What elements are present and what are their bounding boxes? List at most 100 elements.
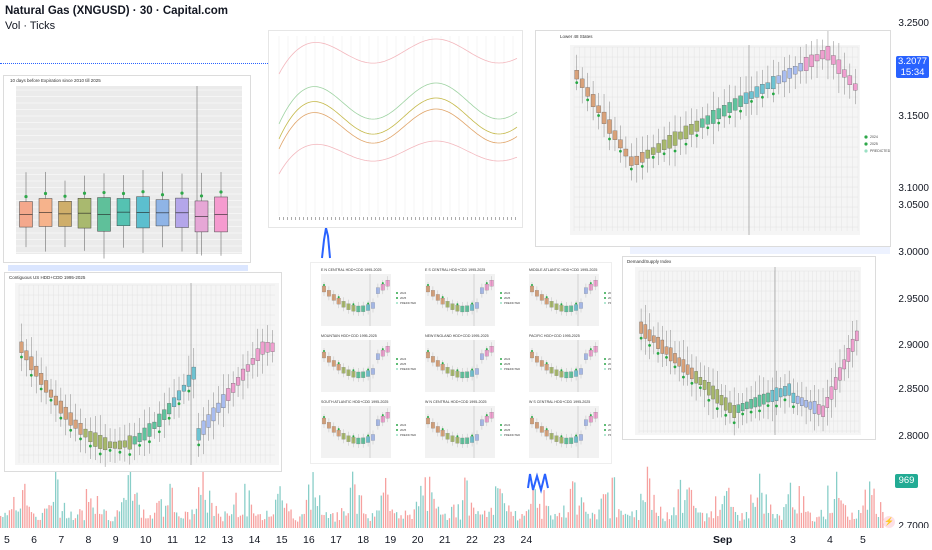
volume-indicator-label[interactable]: Vol · Ticks (5, 20, 56, 32)
legend-label: 2024 (504, 357, 511, 361)
volume-bar (35, 516, 37, 528)
volume-bar (818, 516, 820, 528)
volume-bar (838, 497, 840, 528)
volume-bar (686, 489, 688, 528)
volume-bar (649, 478, 651, 528)
tick (487, 217, 488, 220)
time-label: 24 (520, 534, 533, 546)
volume-bar (512, 515, 514, 528)
time-label: Sep (713, 534, 733, 546)
legend-label: 2025 (504, 428, 511, 432)
volume-bar (127, 475, 129, 528)
volume-bar (448, 518, 451, 528)
time-axis[interactable]: 5678910111213141516171819202122232425262… (0, 528, 932, 550)
volume-bar (272, 514, 275, 528)
point (219, 190, 223, 194)
volume-bar (360, 495, 363, 528)
volume-bar (545, 505, 547, 528)
volume-bar (13, 496, 15, 528)
volume-bar (407, 515, 409, 528)
tick (287, 217, 288, 220)
tick (407, 217, 408, 220)
volume-bar (90, 498, 92, 528)
series-line (278, 97, 518, 140)
tick (515, 217, 516, 220)
tick (419, 217, 420, 220)
box (672, 131, 678, 146)
volume-value-badge: 969 (895, 474, 918, 488)
tick (371, 217, 372, 220)
box (766, 392, 770, 403)
tick (355, 217, 356, 220)
box (226, 388, 231, 401)
panel-title: Lower 48 States (560, 34, 593, 39)
last-price-badge[interactable]: 3.2077 15:34 (896, 56, 929, 78)
box (778, 388, 783, 398)
volume-bar (827, 485, 829, 528)
box (791, 392, 796, 403)
volume-bar (178, 516, 180, 528)
volume-bar (477, 511, 479, 528)
volume-bar (266, 510, 268, 528)
volume-bar (572, 481, 574, 528)
price-axis[interactable]: 3.2500 3.1500 3.1000 3.0500 3.0000 2.950… (894, 0, 932, 532)
point (684, 142, 688, 146)
box (216, 402, 221, 413)
box (93, 432, 98, 447)
hot-icon[interactable]: ⚡ (883, 516, 895, 528)
small-panel-title: E S CENTRAL HDD+CDD 1995-2025 (425, 268, 485, 272)
volume-bar (662, 518, 664, 528)
price-tick: 2.8500 (898, 384, 929, 395)
volume-bar (666, 512, 668, 528)
symbol-title[interactable]: Natural Gas (XNGUSD) · 30 · Capital.com (5, 5, 229, 17)
box (607, 119, 612, 134)
volume-bar (809, 512, 811, 528)
volume-bar (6, 515, 8, 528)
volume-bar (611, 477, 613, 528)
volume-bar (187, 512, 189, 528)
point (792, 405, 795, 409)
box (629, 156, 634, 166)
volume-bar (723, 495, 726, 528)
volume-bar (882, 511, 884, 528)
time-label: 22 (466, 534, 478, 546)
volume-bar (380, 495, 382, 528)
volume-bar (343, 511, 345, 528)
box (596, 105, 601, 113)
volume-bar (72, 519, 74, 528)
box (762, 393, 766, 405)
volume-bar (39, 519, 41, 528)
time-label: 23 (493, 534, 506, 546)
tick (315, 217, 316, 220)
volume-bar (259, 514, 261, 528)
volume-bar (759, 473, 761, 528)
box (673, 353, 677, 364)
volume-bar (140, 517, 143, 528)
volume-bar (704, 521, 706, 528)
box (172, 397, 177, 407)
volume-bar (79, 509, 81, 528)
legend-label: 2024 (400, 291, 407, 295)
box (836, 59, 842, 74)
box (88, 431, 93, 443)
point (24, 194, 28, 199)
volume-bar (202, 468, 204, 528)
box (667, 135, 672, 149)
volume-bar (239, 515, 242, 528)
volume-bar (715, 496, 717, 528)
time-label: 19 (384, 534, 397, 546)
point (59, 416, 63, 420)
volume-bar (48, 505, 50, 528)
volume-bar (292, 518, 294, 528)
box (68, 412, 73, 426)
volume-bar (418, 506, 420, 528)
point (662, 152, 666, 156)
small-panel-title: NEW ENGLAND HDD+CDD 1995-2025 (425, 334, 489, 338)
volume-bar (717, 516, 719, 528)
box (842, 69, 847, 78)
tick (387, 217, 388, 220)
box (736, 404, 741, 413)
volume-bar (96, 495, 99, 528)
volume-bar (77, 514, 79, 528)
volume-bar (794, 509, 796, 528)
